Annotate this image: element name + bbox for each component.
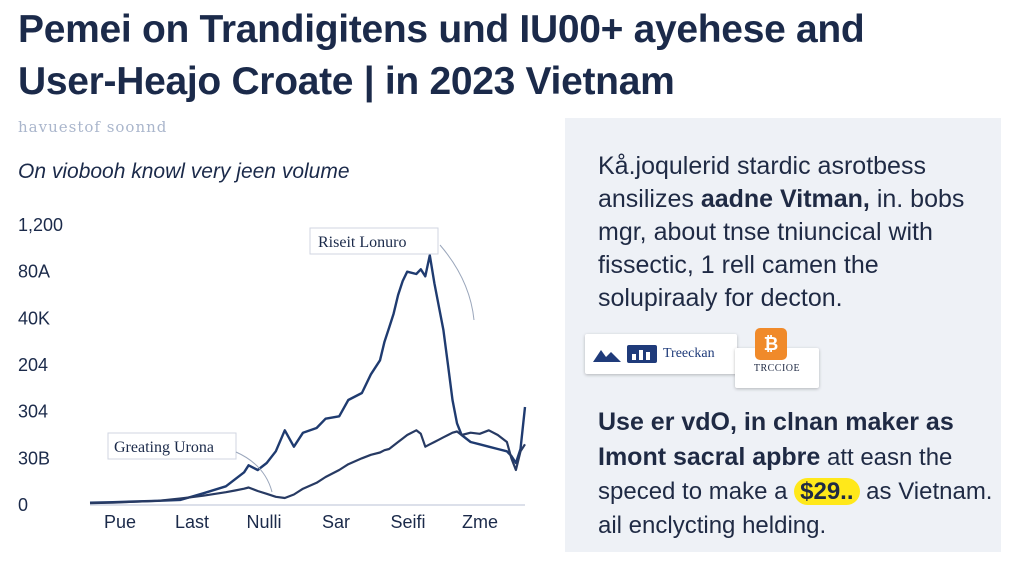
- chart-heading: On viobooh knowl very jeen volume: [18, 160, 350, 183]
- panel-bottom-bold-line2: Imont sacral apbre: [598, 443, 821, 471]
- annotation-top-label: Riseit Lonuro: [318, 234, 406, 251]
- bitcoin-icon: ₿: [755, 328, 787, 360]
- y-axis-ticks: 1,200 80A 40K 204 304 30B 0: [18, 215, 63, 515]
- panel-top-text-part2: in. bobs mgr, about tnse tniuncical with…: [598, 185, 965, 312]
- y-tick-label: 204: [18, 355, 48, 375]
- title-line-2: User-Heajo Croate | in 2023 Vietnam: [18, 60, 675, 103]
- exchange-badge-left[interactable]: Treeckan: [585, 334, 737, 374]
- x-tick-label: Pue: [104, 512, 136, 532]
- panel-bottom-text: Use er vdO, in clnan maker as Imont sacr…: [598, 405, 998, 543]
- y-tick-label: 304: [18, 402, 48, 422]
- x-tick-label: Seifi: [390, 512, 425, 532]
- annotation-top-box: [309, 227, 439, 255]
- panel-bottom-bold-line1: Use er vdO, in clnan maker as: [598, 408, 954, 436]
- annotation-bottom: Greating Urona: [107, 432, 273, 493]
- x-tick-label: Last: [175, 512, 209, 532]
- series-1-line: [89, 254, 527, 504]
- exchange-badges: Treeckan TRCCIOE ₿: [585, 328, 1005, 398]
- series-group: [89, 254, 527, 505]
- line-chart: 1,200 80A 40K 204 304 30B 0 Pue Last Nulli Sar Sei…: [18, 215, 527, 532]
- series-2-line: [89, 429, 526, 505]
- mountain-logo-icon: [593, 350, 621, 362]
- annotation-bottom-box: [107, 432, 237, 460]
- y-tick-label: 30B: [18, 448, 50, 468]
- x-axis-ticks: Pue Last Nulli Sar Seifi Zme: [104, 512, 498, 532]
- chart-logo-icon: [627, 345, 657, 363]
- y-tick-label: 40K: [18, 308, 50, 328]
- y-tick-label: 1,200: [18, 215, 63, 235]
- annotation-bottom-arrow: [235, 451, 273, 493]
- annotation-bottom-label: Greating Urona: [114, 439, 214, 456]
- exchange-badge-right-label: TRCCIOE: [753, 362, 801, 374]
- panel-bottom-after-bold: att easn the speced to make a: [598, 444, 953, 505]
- exchange-badge-left-label: Treeckan: [663, 346, 715, 361]
- page-subtitle: havuestof soonnd: [18, 118, 168, 136]
- title-line-1: Pemei on Trandigitens und IU00+ ayehese …: [18, 8, 865, 51]
- panel-top-text-part1: Kå.joqulerid stardic asrotbess ansilizes: [598, 152, 926, 213]
- x-tick-label: Zme: [462, 512, 498, 532]
- x-tick-label: Sar: [322, 512, 350, 532]
- annotation-top-arrow: [439, 244, 475, 321]
- price-highlight: $29..: [794, 478, 860, 505]
- panel-top-text-bold: aadne Vitman,: [700, 185, 870, 213]
- page-title: Pemei on Trandigitens und IU00+ ayehese …: [18, 4, 1008, 108]
- panel-top-text: Kå.joqulerid stardic asrotbess ansilizes…: [598, 150, 998, 315]
- panel-bottom-rest: as Vietnam. ail enclycting helding.: [598, 478, 993, 539]
- annotation-top: Riseit Lonuro: [309, 227, 475, 321]
- y-tick-label: 80A: [18, 262, 50, 282]
- x-tick-label: Nulli: [246, 512, 281, 532]
- y-tick-label: 0: [18, 495, 28, 515]
